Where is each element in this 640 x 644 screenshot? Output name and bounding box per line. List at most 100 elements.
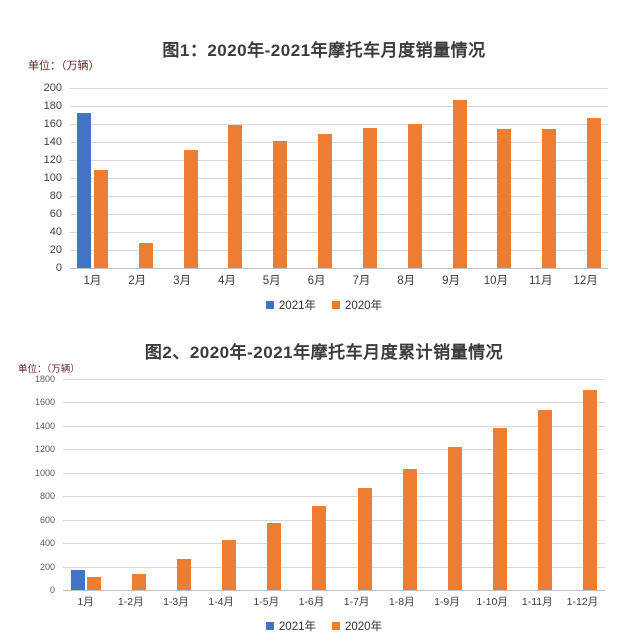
bar-2020 [273,141,288,268]
x-axis-label: 2月 [128,275,147,287]
x-axis-label: 7月 [352,275,371,287]
y-axis-tick-label: 1800 [34,374,55,384]
legend-item: 2021年 [265,297,316,313]
category-column [470,379,515,590]
category-column [424,379,469,590]
y-axis-tick-label: 200 [43,82,62,94]
y-axis-tick-label: 160 [43,118,62,130]
y-axis-tick-label: 80 [49,190,62,202]
legend-label: 2020年 [345,621,383,633]
bar-2020 [407,124,422,268]
gridline [70,178,608,179]
bar-2020 [362,127,377,268]
category-column [429,88,474,268]
x-axis-label: 1-11月 [521,596,553,608]
bar-2020 [452,99,467,268]
y-axis-tick-label: 140 [43,136,62,148]
category-column [244,379,289,590]
gridline [70,106,608,107]
category-column [474,88,519,268]
bar-2020 [93,169,108,268]
x-axis-label: 1-7月 [343,596,370,608]
bar-2020 [497,128,512,268]
gridline [63,472,605,474]
x-axis-label: 1-12月 [566,596,599,608]
category-column [199,379,244,590]
bar-2020 [86,577,101,590]
chart1-legend: 2021年 2020年 [0,297,640,313]
bar-2020 [183,150,198,268]
chart2-legend: 2021年 2020年 [0,618,640,634]
bar-2021 [76,113,91,268]
x-axis-label: 12月 [573,275,598,287]
y-axis-tick-label: 100 [43,172,62,184]
category-column [115,88,160,268]
bar-2020 [228,124,243,268]
bar-2020 [318,133,333,268]
gridline [70,196,608,197]
category-column [518,88,563,268]
bar-2020 [267,523,282,590]
gridline [63,519,605,521]
bar-2020 [583,390,598,590]
gridline [70,88,608,89]
gridline [70,142,608,143]
x-axis-label: 1-9月 [434,596,460,608]
bar-2020 [447,447,462,590]
y-axis-tick-label: 60 [49,208,62,220]
chart1-unit-label: 单位：（万辆） [28,60,100,72]
legend-marker [332,301,340,309]
x-axis-label: 1-10月 [476,596,508,608]
y-axis-tick-label: 0 [49,585,55,595]
category-column [515,379,560,590]
bar-2020 [587,117,602,268]
x-axis-label: 1-4月 [208,596,234,608]
x-axis-label: 1月 [77,596,94,608]
bar-2020 [312,505,327,590]
y-axis-tick-label: 800 [39,491,55,502]
category-column [334,379,379,590]
y-axis-tick-label: 1400 [34,420,55,431]
y-axis-tick-label: 20 [49,244,62,256]
category-column [384,88,429,268]
category-column [560,379,605,590]
gridline [70,124,608,125]
legend-label: 2021年 [278,621,316,633]
x-axis-label: 11月 [529,275,553,287]
chart2-title: 图2、2020年-2021年摩托车月度累计销量情况 [144,343,504,362]
gridline [63,496,605,498]
chart1-plot-area: 0 20 40 60 80 100 120 140 160 180 200 [44,82,608,274]
gridline [70,232,608,233]
gridline [63,449,605,451]
category-column [63,379,108,590]
legend-item: 2021年 [265,618,316,634]
y-axis-tick-label: 1200 [34,444,55,455]
category-column [563,88,608,268]
y-axis-tick-label: 120 [43,154,62,166]
category-column [339,88,384,268]
y-axis-tick-label: 0 [55,262,62,274]
bar-2020 [493,428,508,590]
y-axis-tick-label: 180 [43,100,62,112]
x-axis-label: 1-8月 [388,596,415,608]
gridline [70,214,608,215]
chart2-unit-label: 单位：（万辆） [18,364,80,375]
category-column [249,88,294,268]
legend-marker [332,622,340,630]
x-axis-label: 6月 [307,275,326,287]
category-column [153,379,198,590]
bar-2020 [138,242,153,268]
category-column [294,88,339,268]
y-axis-tick-label: 1600 [34,397,55,408]
gridline [63,379,605,380]
x-axis-label: 5月 [262,275,281,287]
x-axis-label: 1-6月 [298,596,325,608]
x-axis-label: 3月 [173,275,192,287]
category-column [289,379,334,590]
gridline [70,160,608,161]
y-axis-tick-label: 600 [39,514,55,525]
bar-2020 [222,539,237,590]
gridline [70,250,608,251]
x-axis-label: 1-2月 [117,596,144,608]
y-axis-tick-label: 200 [39,561,55,572]
